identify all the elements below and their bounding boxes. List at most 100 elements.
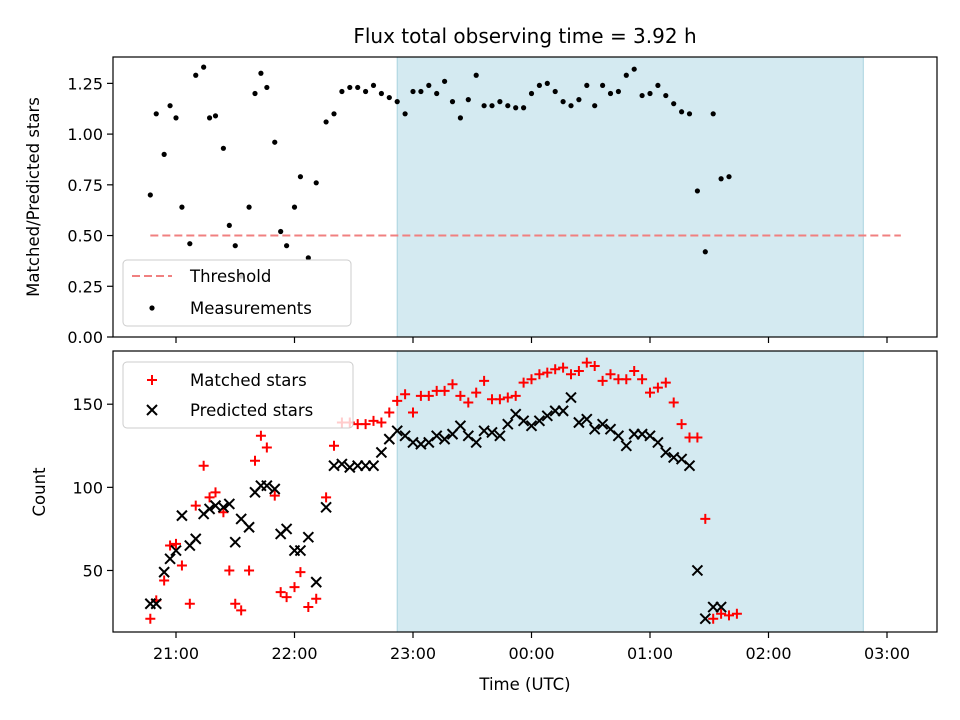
measurement-point <box>246 204 252 210</box>
x-tick-label: 00:00 <box>508 644 554 663</box>
predicted-star-point <box>430 430 443 442</box>
matched-star-point <box>184 598 195 609</box>
measurement-point <box>655 82 661 89</box>
measurement-point <box>710 111 716 117</box>
x-tick-label: 22:00 <box>271 644 317 663</box>
matched-star-point <box>479 375 490 386</box>
matched-star-point <box>321 492 332 503</box>
measurement-point <box>331 111 337 117</box>
predicted-star-point <box>541 410 554 422</box>
measurement-point <box>663 92 669 99</box>
y-tick-label: 1.25 <box>67 74 103 93</box>
matched-star-point <box>159 575 170 586</box>
y-tick-label: 50 <box>83 561 103 580</box>
axes-frame <box>112 56 938 338</box>
measurement-point <box>521 105 527 111</box>
predicted-star-point <box>217 501 230 514</box>
matched-star-point <box>573 365 584 376</box>
legend-box <box>122 259 352 327</box>
predicted-star-point <box>612 430 625 442</box>
matched-star-point <box>145 613 156 624</box>
legend-measurements-swatch <box>149 305 155 311</box>
predicted-star-point <box>302 531 315 543</box>
predicted-star-point <box>454 420 467 432</box>
matched-star-point <box>210 487 221 498</box>
predicted-star-point <box>470 436 482 449</box>
matched-star-point <box>261 442 272 453</box>
matched-star-point <box>269 490 280 501</box>
predicted-star-point <box>660 446 672 459</box>
measurement-point <box>449 99 456 105</box>
matched-star-point <box>423 390 434 401</box>
measurement-point <box>272 139 278 145</box>
matched-star-point <box>190 500 201 511</box>
measurement-point <box>252 90 258 97</box>
matched-star-point <box>589 360 600 371</box>
measurement-point <box>347 84 353 91</box>
predicted-star-point <box>715 601 727 613</box>
matched-star-point <box>637 374 648 385</box>
matched-star-point <box>502 392 513 403</box>
measurement-point <box>363 88 369 95</box>
measurement-point <box>167 103 173 109</box>
matched-star-point <box>668 397 679 408</box>
measurement-point <box>264 84 270 91</box>
measurement-point <box>297 174 304 180</box>
predicted-star-point <box>581 413 593 425</box>
x-tick-label: 03:00 <box>864 644 910 663</box>
predicted-star-point <box>375 446 388 459</box>
matched-star-point <box>303 602 314 613</box>
measurement-point <box>410 88 416 95</box>
predicted-star-point <box>652 436 664 449</box>
predicted-star-point <box>691 564 704 577</box>
matched-star-point <box>198 460 209 471</box>
predicted-star-point <box>391 425 403 437</box>
predicted-star-point <box>203 503 216 515</box>
measurement-point <box>473 72 479 78</box>
matched-star-point <box>400 389 411 400</box>
measurement-point <box>544 80 550 86</box>
y-tick-label: 1.00 <box>67 125 103 144</box>
measurement-point <box>560 99 566 105</box>
legend-box <box>122 361 354 429</box>
matched-star-point <box>676 419 687 430</box>
matched-star-point <box>224 565 235 576</box>
legend-measurements-label: Measurements <box>190 299 312 318</box>
highlight-span <box>396 350 864 633</box>
y-tick-label: 0.50 <box>67 227 103 246</box>
y-tick-label: 150 <box>72 395 103 414</box>
measurement-point <box>226 222 232 229</box>
measurement-point <box>600 82 606 89</box>
measurement-point <box>647 90 653 97</box>
matched-star-point <box>652 382 663 393</box>
matched-star-point <box>360 419 371 430</box>
measurement-point <box>584 82 590 89</box>
chart-title: Flux total observing time = 3.92 h <box>353 24 696 48</box>
matched-star-point <box>329 440 339 451</box>
matched-star-point <box>558 362 569 373</box>
x-tick-label: 02:00 <box>745 644 791 663</box>
matched-star-point <box>566 369 576 380</box>
predicted-star-point <box>438 433 451 445</box>
matched-star-point <box>597 375 608 386</box>
predicted-star-point <box>486 426 498 439</box>
predicted-star-point <box>269 483 281 495</box>
measurement-point <box>147 192 153 198</box>
measurement-point <box>679 109 685 115</box>
measurement-point <box>442 78 448 84</box>
matched-star-point <box>275 587 286 598</box>
matched-star-point <box>295 567 306 578</box>
matched-star-point <box>439 385 450 396</box>
matched-star-point <box>708 613 719 624</box>
matched-star-point <box>376 417 387 428</box>
y-tick-label: 100 <box>72 478 103 497</box>
predicted-star-point <box>176 509 188 522</box>
matched-star-point <box>230 598 241 609</box>
predicted-star-point <box>310 576 322 588</box>
predicted-star-point <box>164 553 176 565</box>
measurement-point <box>607 90 614 97</box>
x-tick-label: 23:00 <box>390 644 436 663</box>
measurement-point <box>206 115 213 121</box>
predicted-star-point <box>565 391 577 404</box>
predicted-star-point <box>588 423 601 435</box>
